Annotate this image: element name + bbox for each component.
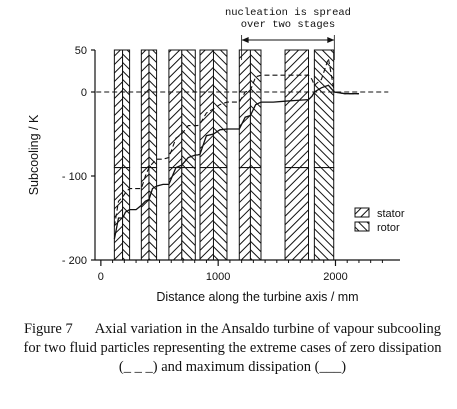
stator-blade-row-8 (238, 49, 251, 169)
dashed-series-line-1 (113, 58, 359, 227)
legend-swatch-stator (354, 207, 370, 218)
caption-text: Axial variation in the Ansaldo turbine o… (23, 321, 442, 375)
y-tick-label: - 100 (62, 171, 87, 183)
annotation-arrowhead-right (327, 37, 335, 43)
stator-blade-row-lower-8 (238, 167, 251, 261)
stator-blade-row-lower-0 (113, 167, 124, 261)
x-tick-label: 0 (98, 271, 104, 283)
legend-label-stator: stator (377, 208, 405, 220)
rotor-blade-row-7 (212, 49, 228, 169)
rotor-blade-row-3 (148, 49, 158, 169)
legend-swatch-rotor (354, 221, 370, 232)
solid-series-line-0 (113, 84, 359, 240)
x-tick-label: 1000 (206, 271, 230, 283)
rotor-blade-row-5 (181, 49, 196, 169)
y-axis-label: Subcooling / K (27, 114, 41, 195)
stator-blade-row-lower-6 (199, 167, 214, 261)
x-tick-label: 2000 (323, 271, 347, 283)
rotor-blade-row-lower-7 (212, 167, 228, 261)
figure-label: Figure 7 (23, 321, 73, 337)
rotor-blade-row-9 (249, 49, 262, 169)
y-tick-label: 0 (81, 87, 87, 99)
stator-blade-row-lower-4 (168, 167, 183, 261)
figure-caption: Figure 7 Axial variation in the Ansaldo t… (20, 320, 445, 377)
stator-blade-row-0 (113, 49, 124, 169)
rotor-blade-row-11 (313, 49, 335, 169)
rotor-blade-row-lower-9 (249, 167, 262, 261)
y-tick-label: - 200 (62, 255, 87, 267)
y-tick-label: 50 (75, 45, 87, 57)
x-axis-label: Distance along the turbine axis / mm (156, 290, 358, 304)
rotor-blade-row-lower-3 (148, 167, 158, 261)
annotation-arrowhead-left (241, 37, 249, 43)
rotor-blade-row-1 (122, 49, 131, 169)
annotation-text-line: nucleation is spread (225, 7, 351, 19)
stator-blade-row-2 (140, 49, 150, 169)
stator-blade-row-4 (168, 49, 183, 169)
rotor-blade-row-lower-1 (122, 167, 131, 261)
stator-blade-row-10 (284, 49, 309, 169)
stator-blade-row-lower-2 (140, 167, 150, 261)
annotation-text-line: over two stages (241, 19, 336, 31)
rotor-blade-row-lower-11 (313, 167, 335, 261)
rotor-blade-row-lower-5 (181, 167, 196, 261)
stator-blade-row-lower-10 (284, 167, 309, 261)
legend-label-rotor: rotor (377, 222, 400, 234)
